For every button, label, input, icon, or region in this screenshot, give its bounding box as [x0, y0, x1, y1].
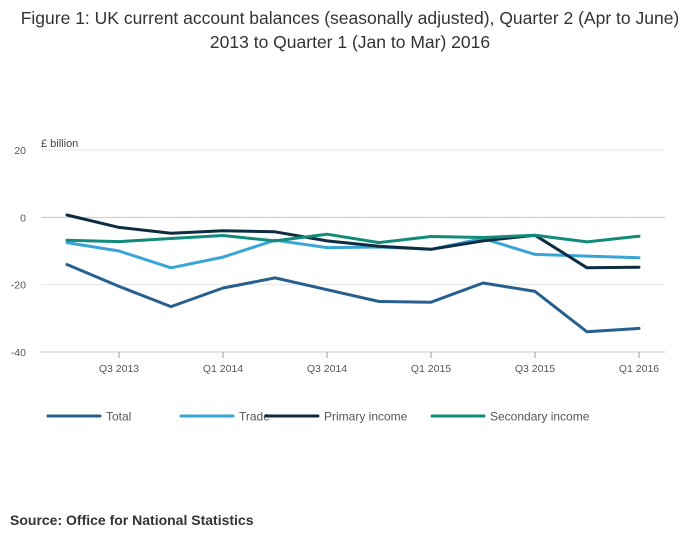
y-tick-label: -40 — [11, 347, 26, 359]
legend-label-trade: Trade — [239, 410, 270, 424]
x-tick-label: Q3 2014 — [307, 363, 347, 375]
x-tick-label: Q1 2014 — [203, 363, 243, 375]
y-tick-label: 0 — [20, 212, 26, 224]
chart-title: Figure 1: UK current account balances (s… — [20, 8, 680, 52]
y-tick-label: -20 — [11, 280, 26, 292]
source-note: Source: Office for National Statistics — [10, 512, 254, 528]
legend-label-secondary-income: Secondary income — [490, 410, 590, 424]
y-axis-label: £ billion — [41, 138, 78, 150]
series-line-total[interactable] — [65, 263, 641, 334]
x-tick-label: Q3 2013 — [99, 363, 139, 375]
x-tick-label: Q3 2015 — [515, 363, 555, 375]
x-tick-label: Q1 2016 — [619, 363, 659, 375]
series-line-primary-income[interactable] — [65, 213, 641, 270]
x-tick-label: Q1 2015 — [411, 363, 451, 375]
y-tick-label: 20 — [14, 145, 26, 157]
legend-label-primary-income: Primary income — [324, 410, 408, 424]
legend-label-total: Total — [106, 410, 131, 424]
series-line-secondary-income[interactable] — [65, 232, 641, 245]
series-line-trade[interactable] — [65, 237, 641, 270]
